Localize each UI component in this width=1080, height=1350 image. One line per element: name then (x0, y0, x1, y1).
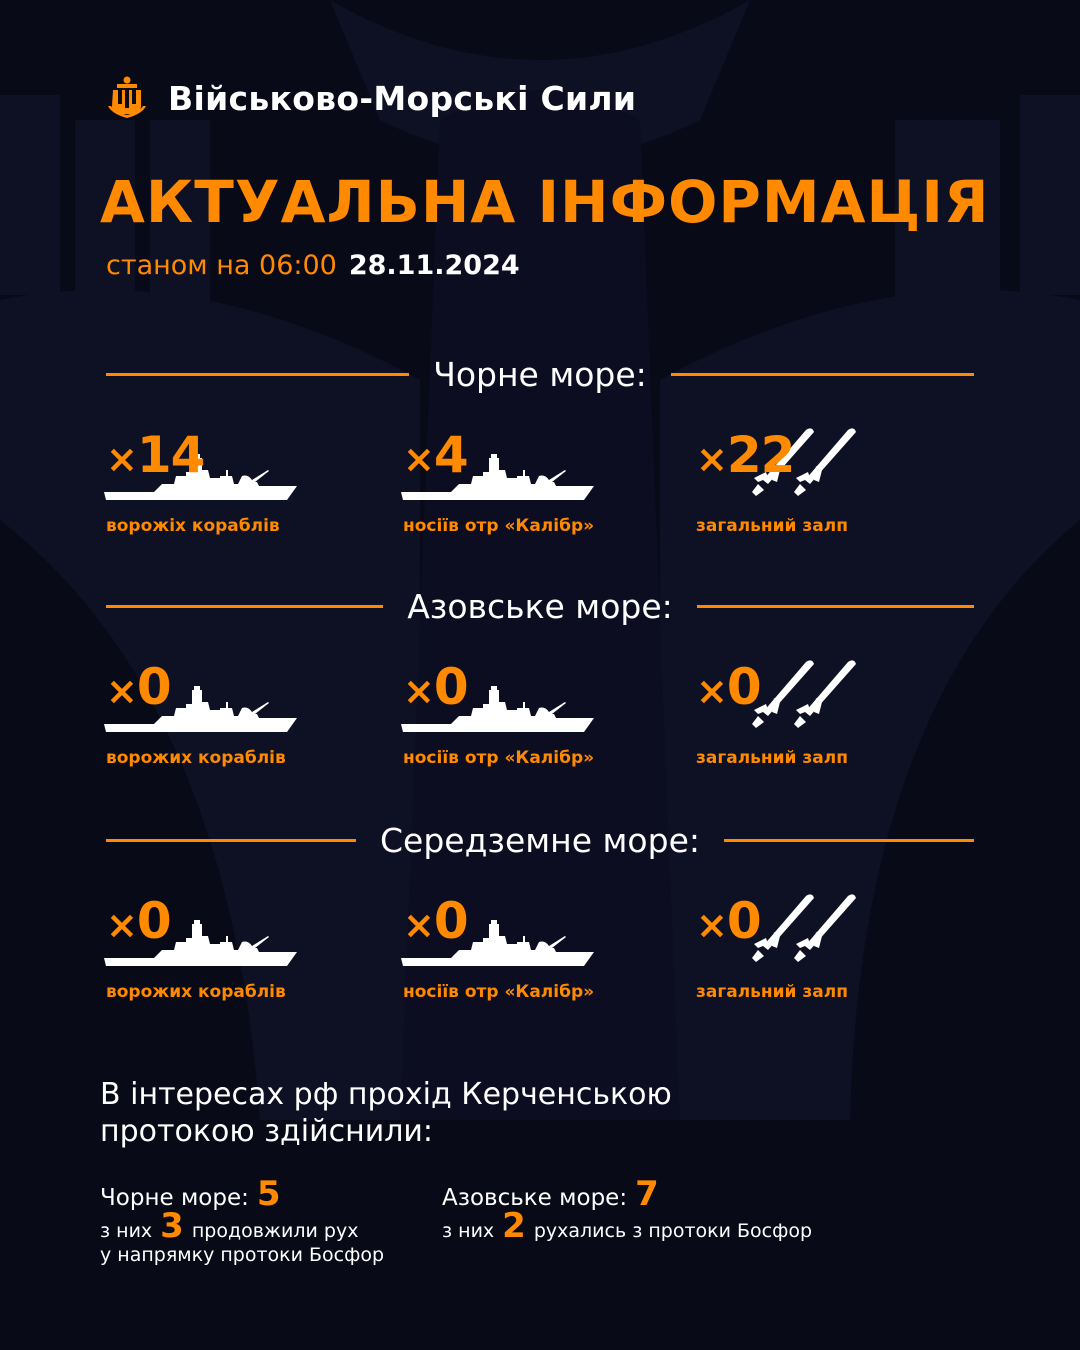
kerch-black-label: Чорне море: (100, 1185, 249, 1211)
kerch-azov-sub-prefix: з них (442, 1220, 495, 1242)
kerch-azov-sea: Азовське море: 7 з них 2 рухались з протоки… (442, 1174, 812, 1243)
brand-header: Військово-Морські Сили (108, 76, 636, 120)
kerch-black-sub-text: продовжили рух (191, 1220, 359, 1242)
total-salvo-count: ×0 (696, 892, 762, 950)
kerch-black-sub-value: 3 (160, 1206, 184, 1246)
total-salvo-count: ×22 (696, 426, 796, 484)
sea-section: Азовське море: ×0 ворожих кораблів ×0 носіїв… (104, 586, 974, 780)
sea-title: Чорне море: (433, 354, 647, 394)
warship-icon (104, 920, 297, 966)
kerch-azov-label: Азовське море: (442, 1185, 628, 1211)
warship-icon (401, 454, 594, 500)
multiplier-sign: × (696, 903, 728, 947)
warship-icon (104, 686, 297, 732)
divider (106, 604, 384, 608)
total-salvo-item: ×0 загальний залп (654, 650, 914, 780)
enemy-ships-item: ×0 ворожих кораблів (64, 884, 324, 1014)
count-value: 22 (726, 426, 796, 484)
multiplier-sign: × (403, 903, 435, 947)
kerch-heading-line2: протокою здійснили: (100, 1114, 434, 1149)
kerch-black-sea: Чорне море: 5 з них 3 продовжили рух у напр… (100, 1174, 384, 1267)
page-title: АКТУАЛЬНА ІНФОРМАЦІЯ (100, 168, 990, 236)
enemy-ships-count: ×0 (106, 892, 172, 950)
divider (696, 604, 974, 608)
total-salvo-item: ×22 загальний залп (654, 418, 914, 548)
divider (724, 838, 975, 842)
kerch-black-value: 5 (256, 1174, 281, 1214)
enemy-ships-item: ×14 ворожіх кораблів (64, 418, 324, 548)
enemy-ships-label: ворожих кораблів (106, 748, 286, 768)
sea-title: Середземне море: (380, 820, 700, 860)
sea-section: Середземне море: ×0 ворожих кораблів ×0 носі… (104, 820, 975, 1014)
kalibr-carriers-item: ×4 носіїв отр «Калібр» (361, 418, 621, 548)
enemy-ships-count: ×0 (106, 658, 172, 716)
multiplier-sign: × (696, 437, 728, 481)
total-salvo-item: ×0 загальний залп (654, 884, 914, 1014)
kerch-azov-sub-value: 2 (502, 1206, 526, 1246)
as-of-date: 28.11.2024 (348, 250, 520, 281)
sea-section: Чорне море: ×14 ворожіх кораблів ×4 носіїв о… (104, 354, 974, 548)
as-of-time: станом на 06:00 (106, 250, 337, 281)
multiplier-sign: × (106, 669, 138, 713)
navy-trident-anchor-icon (108, 76, 146, 118)
enemy-ships-item: ×0 ворожих кораблів (64, 650, 324, 780)
total-salvo-label: загальний залп (696, 516, 848, 536)
cruise-missile-icon (752, 660, 856, 728)
multiplier-sign: × (106, 437, 138, 481)
kalibr-carriers-count: ×0 (403, 892, 469, 950)
count-value: 0 (433, 658, 469, 716)
kerch-black-sub-prefix: з них (100, 1220, 153, 1242)
total-salvo-count: ×0 (696, 658, 762, 716)
multiplier-sign: × (403, 437, 435, 481)
count-value: 0 (726, 892, 762, 950)
cruise-missile-icon (752, 428, 856, 496)
kerch-azov-sub-text: рухались з протоки Босфор (533, 1220, 813, 1242)
sea-title: Азовське море: (407, 586, 673, 626)
kerch-heading: В інтересах рф прохід Керченською проток… (100, 1076, 672, 1150)
enemy-ships-label: ворожіх кораблів (106, 516, 280, 536)
kalibr-carriers-count: ×0 (403, 658, 469, 716)
kerch-heading-line1: В інтересах рф прохід Керченською (100, 1077, 672, 1112)
count-value: 0 (433, 892, 469, 950)
kalibr-carriers-count: ×4 (403, 426, 469, 484)
divider (106, 838, 357, 842)
count-value: 14 (136, 426, 206, 484)
enemy-ships-count: ×14 (106, 426, 206, 484)
count-value: 0 (726, 658, 762, 716)
kalibr-carriers-item: ×0 носіїв отр «Калібр» (361, 884, 621, 1014)
kerch-black-sub-text2: у напрямку протоки Босфор (100, 1244, 385, 1266)
count-value: 0 (136, 892, 172, 950)
brand-name: Військово-Морські Сили (168, 78, 637, 118)
total-salvo-label: загальний залп (696, 982, 848, 1002)
kalibr-carriers-item: ×0 носіїв отр «Калібр» (361, 650, 621, 780)
multiplier-sign: × (403, 669, 435, 713)
count-value: 0 (136, 658, 172, 716)
kalibr-carriers-label: носіїв отр «Калібр» (403, 982, 595, 1002)
kalibr-carriers-label: носіїв отр «Калібр» (403, 516, 595, 536)
enemy-ships-label: ворожих кораблів (106, 982, 286, 1002)
multiplier-sign: × (106, 903, 138, 947)
as-of-line: станом на 06:00 28.11.2024 (106, 250, 520, 281)
warship-icon (104, 454, 297, 500)
warship-icon (401, 920, 594, 966)
kalibr-carriers-label: носіїв отр «Калібр» (403, 748, 595, 768)
cruise-missile-icon (752, 894, 856, 962)
kerch-azov-value: 7 (635, 1174, 659, 1214)
warship-icon (401, 686, 594, 732)
total-salvo-label: загальний залп (696, 748, 848, 768)
count-value: 4 (433, 426, 469, 484)
divider (106, 372, 410, 376)
divider (670, 372, 974, 376)
multiplier-sign: × (696, 669, 728, 713)
